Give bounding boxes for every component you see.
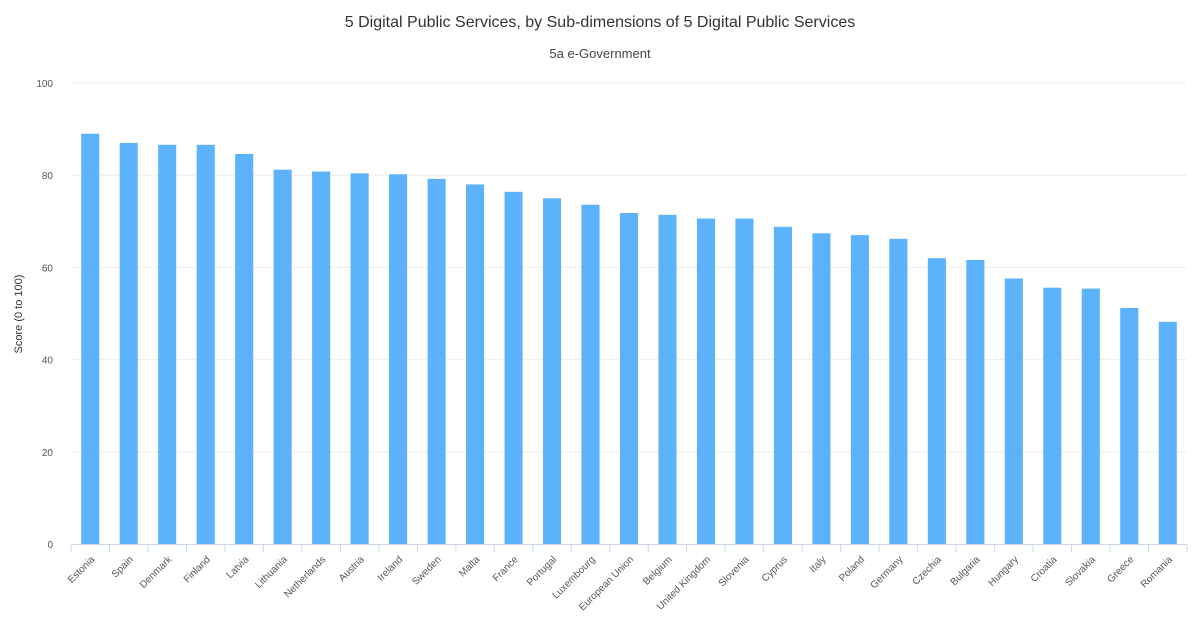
- x-tick-label: Czechia: [911, 554, 945, 588]
- y-tick-label: 80: [42, 171, 54, 182]
- x-tick-label: Poland: [837, 554, 867, 584]
- bar-latvia[interactable]: [235, 153, 254, 544]
- bar-spain[interactable]: [119, 142, 138, 544]
- bar-ireland[interactable]: [389, 174, 408, 544]
- y-tick-label: 60: [42, 263, 54, 274]
- bar-poland[interactable]: [850, 235, 869, 544]
- bar-czechia[interactable]: [927, 258, 946, 544]
- chart-subtitle: 5a e-Government: [549, 46, 651, 61]
- x-tick-label: Slovakia: [1063, 554, 1098, 589]
- x-axis: Estonia Spain Denmark Finland Latvia Lithuani…: [66, 544, 1188, 613]
- x-tick-label: Bulgaria: [949, 554, 983, 588]
- bar-greece[interactable]: [1120, 307, 1139, 544]
- bar-lithuania[interactable]: [273, 169, 292, 544]
- x-tick-label: Latvia: [225, 554, 252, 581]
- x-tick-label: Italy: [808, 554, 829, 575]
- x-tick-label: Spain: [110, 554, 136, 580]
- bar-estonia[interactable]: [81, 133, 100, 544]
- x-tick-label: Romania: [1139, 554, 1175, 590]
- bar-bulgaria[interactable]: [966, 260, 985, 544]
- x-tick-label: Lithuania: [253, 554, 290, 591]
- y-tick-label: 40: [42, 356, 54, 367]
- x-tick-label: Croatia: [1029, 554, 1060, 585]
- x-tick-label: Greece: [1105, 554, 1136, 585]
- x-tick-label: Malta: [457, 554, 482, 579]
- bar-belgium[interactable]: [658, 214, 677, 544]
- x-tick-label: Portugal: [525, 554, 559, 588]
- bar-hungary[interactable]: [1004, 278, 1023, 544]
- y-tick-label: 100: [36, 79, 53, 90]
- x-tick-label: Belgium: [641, 554, 674, 587]
- bars: [81, 133, 1177, 545]
- y-tick-label: 20: [42, 448, 54, 459]
- bar-sweden[interactable]: [427, 178, 446, 544]
- bar-malta[interactable]: [466, 184, 485, 545]
- bar-france[interactable]: [504, 191, 523, 544]
- bar-slovenia[interactable]: [735, 218, 754, 544]
- bar-denmark[interactable]: [158, 144, 177, 545]
- x-tick-label: Ireland: [376, 554, 405, 583]
- y-axis-title: Score (0 to 100): [13, 275, 25, 354]
- bar-luxembourg[interactable]: [581, 204, 600, 545]
- bar-finland[interactable]: [196, 144, 215, 545]
- bar-european-union[interactable]: [619, 213, 639, 544]
- bar-austria[interactable]: [350, 173, 369, 544]
- x-tick-label: Cyprus: [760, 554, 790, 584]
- x-tick-label: France: [491, 554, 521, 584]
- bar-portugal[interactable]: [542, 198, 562, 544]
- bar-italy[interactable]: [812, 233, 831, 544]
- y-tick-label: 0: [47, 540, 53, 551]
- x-tick-label: Slovenia: [717, 554, 752, 589]
- x-tick-label: Denmark: [138, 554, 175, 591]
- bar-romania[interactable]: [1158, 321, 1177, 544]
- bar-slovakia[interactable]: [1081, 288, 1100, 544]
- bar-united-kingdom[interactable]: [696, 218, 716, 544]
- x-tick-label: Estonia: [66, 554, 98, 586]
- x-tick-label: Germany: [869, 554, 906, 591]
- x-tick-label: Sweden: [410, 554, 443, 587]
- x-tick-label: Hungary: [986, 554, 1021, 589]
- x-tick-label: Austria: [337, 554, 367, 584]
- chart-title: 5 Digital Public Services, by Sub-dimens…: [345, 14, 855, 31]
- y-axis: 0 20 40 60 80 100: [36, 79, 53, 551]
- bar-germany[interactable]: [889, 238, 908, 544]
- x-tick-label: Netherlands: [282, 554, 328, 600]
- bar-cyprus[interactable]: [773, 226, 792, 544]
- bar-croatia[interactable]: [1043, 287, 1062, 544]
- bar-netherlands[interactable]: [312, 171, 331, 544]
- x-tick-label: Finland: [182, 554, 213, 585]
